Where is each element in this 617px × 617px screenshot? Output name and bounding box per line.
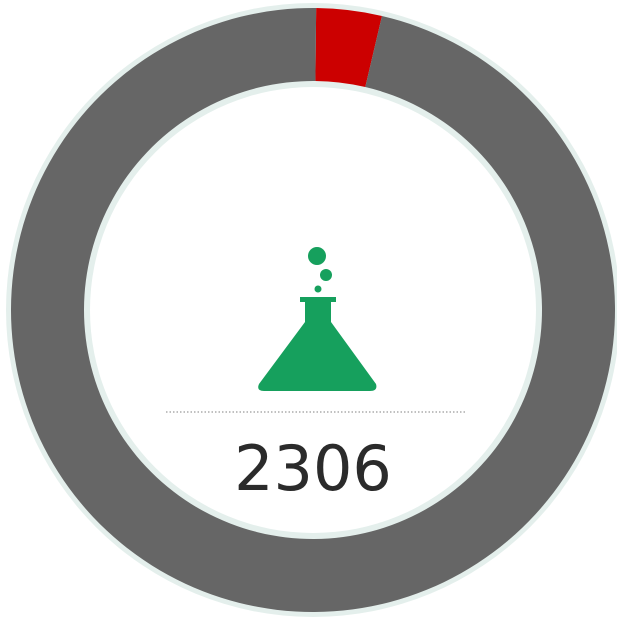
flask-icon <box>258 247 377 391</box>
center-value: 2306 <box>234 432 392 505</box>
donut-segment <box>315 8 382 88</box>
arcs <box>10 7 615 613</box>
